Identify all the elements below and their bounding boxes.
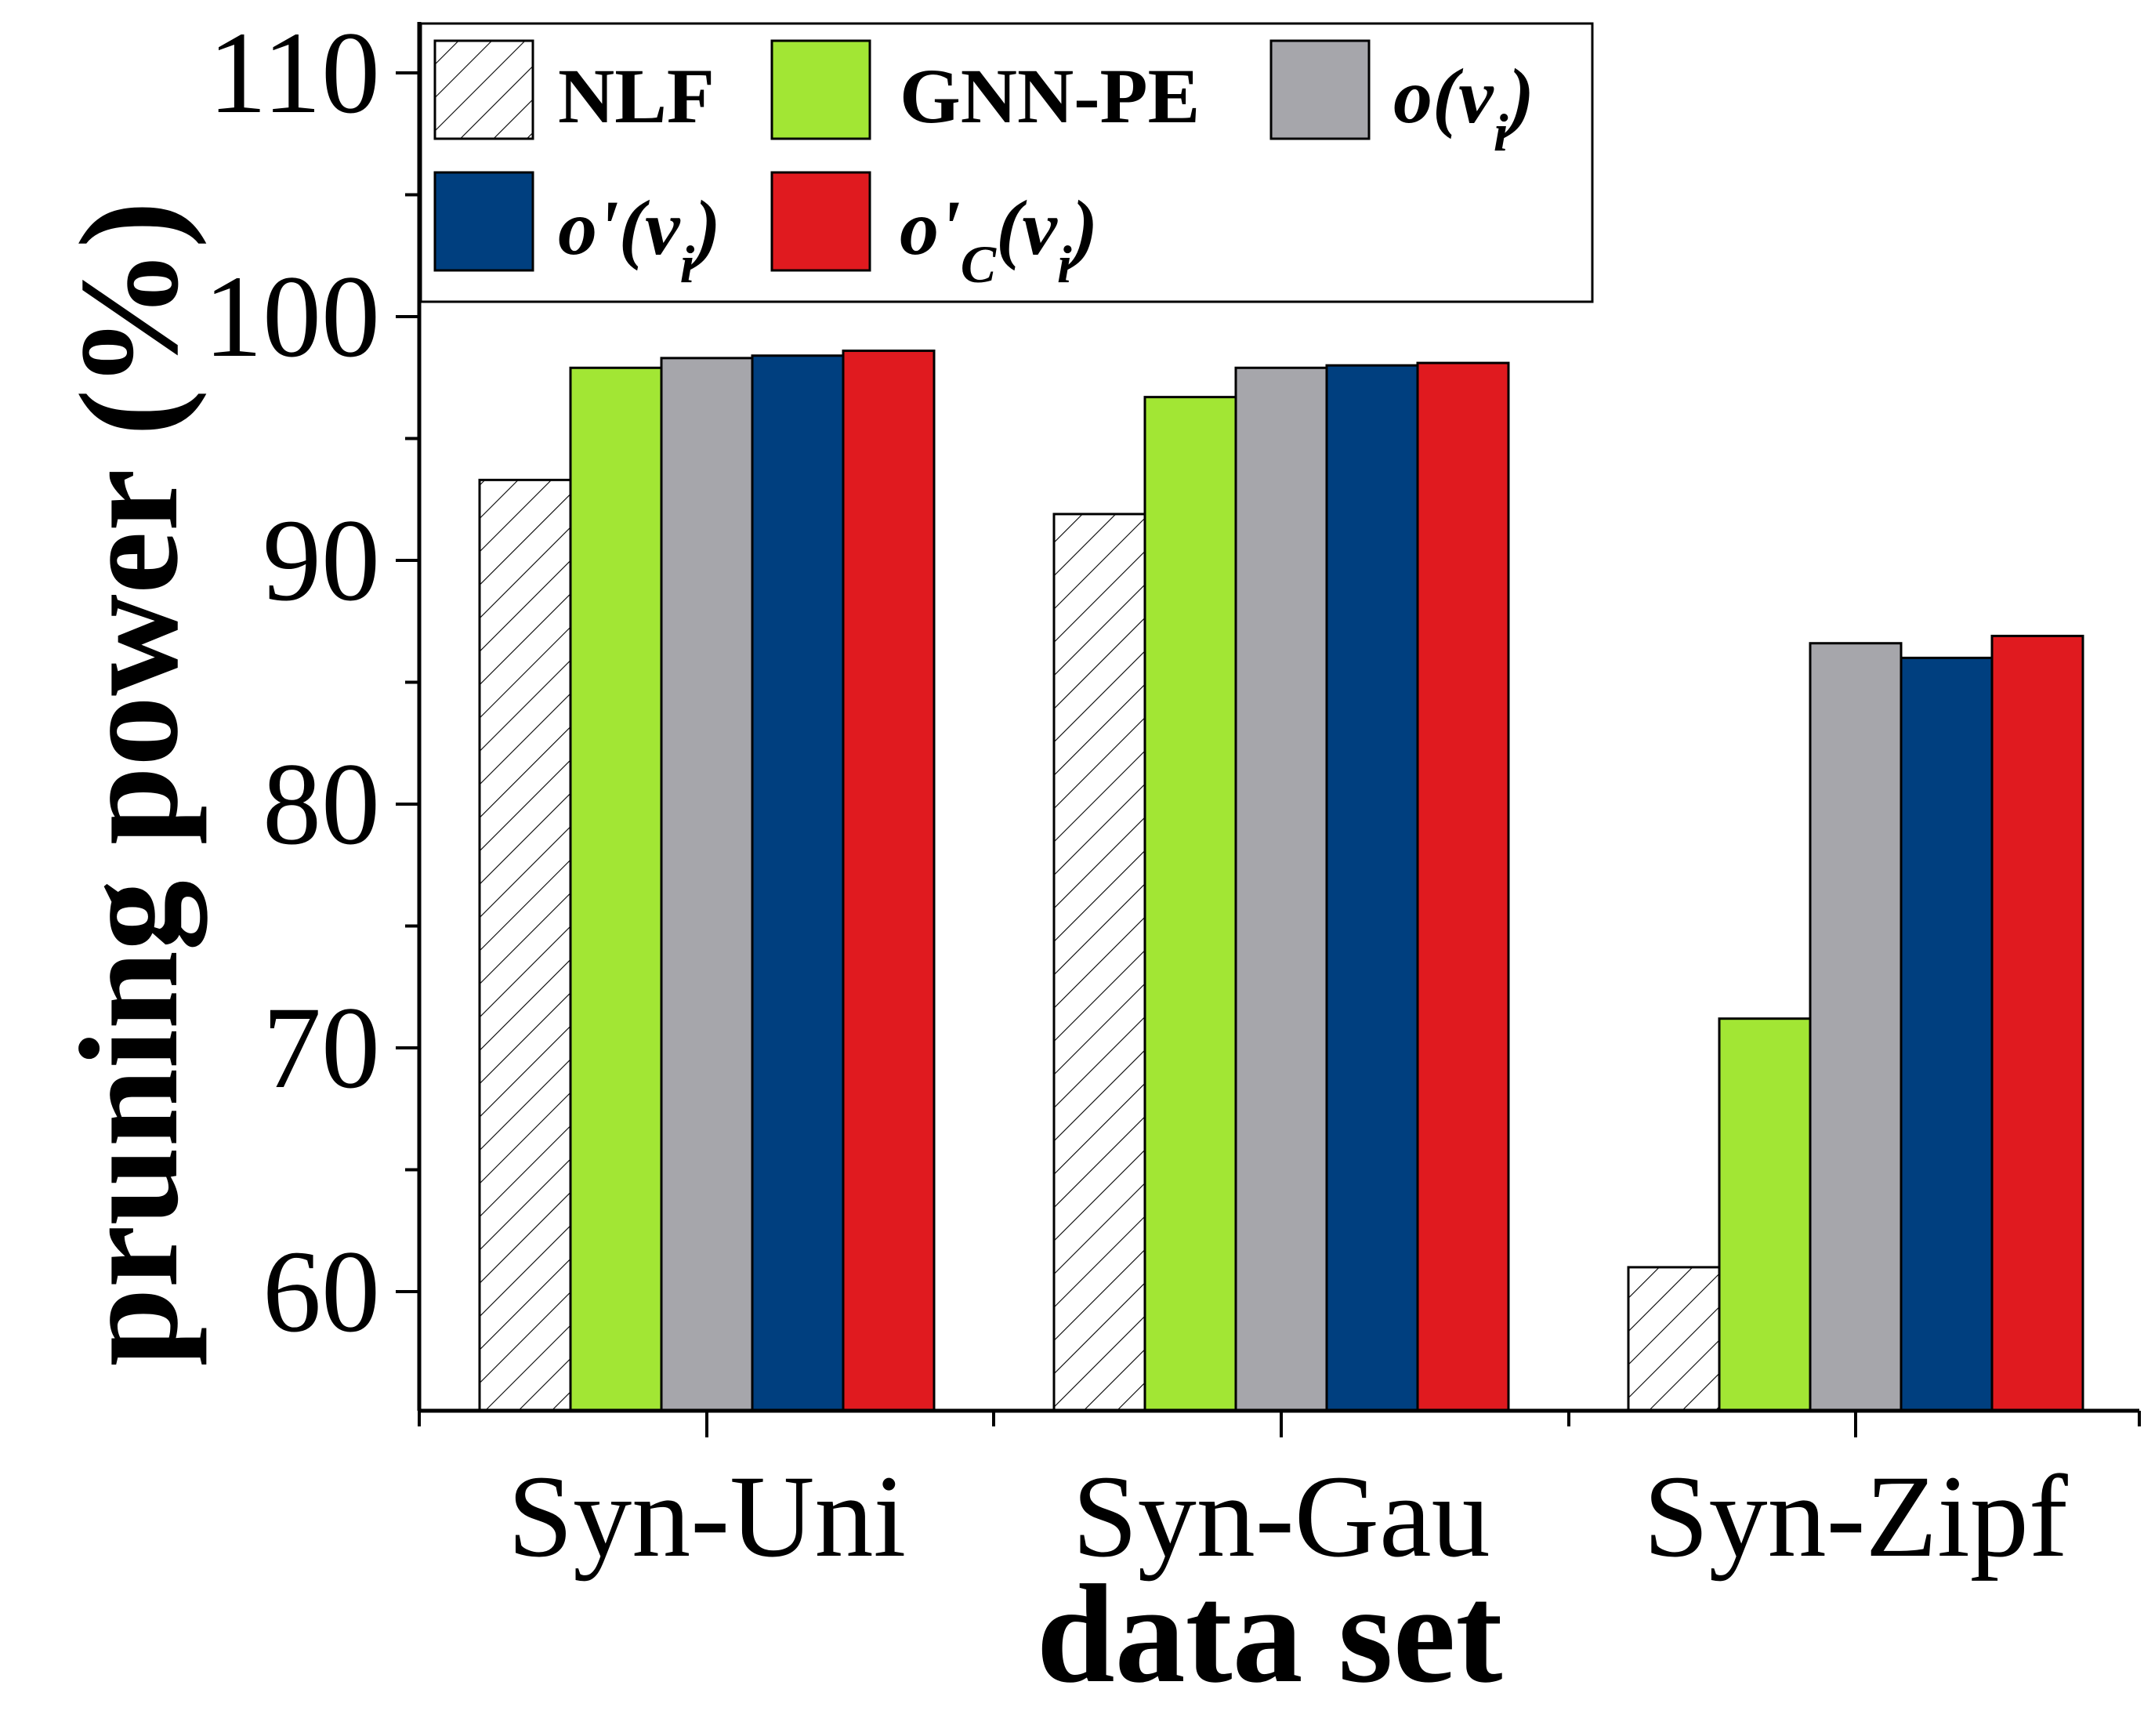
- legend-box: [419, 22, 1594, 303]
- y-tick-label: 60: [263, 1227, 380, 1357]
- legend-label: o'C(vi): [900, 184, 1098, 294]
- x-tick-label: Syn-Zipf: [1643, 1451, 2068, 1582]
- bar-ovi-syn-gau: [1325, 364, 1419, 1412]
- legend-label: GNN-PE: [900, 53, 1200, 140]
- bar-group: [478, 350, 2084, 1412]
- bar-ovi-syn-zipf: [1900, 656, 1994, 1412]
- y-tick-label: 80: [263, 739, 380, 869]
- y-tick-label: 70: [263, 983, 380, 1113]
- y-axis-title: pruning power (%): [51, 201, 208, 1367]
- x-axis-title: data set: [1037, 1556, 1503, 1712]
- bar-ocvi-syn-zipf: [1990, 634, 2084, 1412]
- legend-swatch: [770, 39, 871, 140]
- y-ticks: 60 70 80 90 100 110: [204, 8, 419, 1357]
- bar-gnnpe-syn-gau: [1143, 396, 1237, 1412]
- bar-ocvi-syn-uni: [842, 350, 936, 1412]
- x-categories: Syn-Uni Syn-Gau Syn-Zipf: [418, 1411, 2141, 1582]
- legend: NLF GNN-PE o(vi)o'(vi) o'C(vi): [419, 22, 1594, 303]
- y-tick-label: 90: [263, 495, 380, 625]
- bar-gnnpe-syn-uni: [569, 366, 663, 1412]
- bar-ovi-syn-gau: [1234, 366, 1328, 1412]
- y-tick-label: 110: [208, 8, 380, 138]
- y-tick-label: 100: [204, 252, 380, 382]
- bar-ovi-syn-uni: [660, 357, 754, 1412]
- x-tick-label: Syn-Gau: [1072, 1451, 1490, 1582]
- legend-swatch: [1269, 39, 1371, 140]
- legend-label: o'(vi): [558, 184, 721, 294]
- legend-swatch: [770, 171, 871, 272]
- bar-nlf-syn-uni: [478, 478, 572, 1412]
- legend-label: NLF: [558, 53, 715, 140]
- x-tick-label: Syn-Uni: [508, 1451, 906, 1582]
- bar-nlf-syn-zipf: [1627, 1266, 1721, 1412]
- bar-gnnpe-syn-zipf: [1718, 1017, 1812, 1412]
- bar-ocvi-syn-gau: [1416, 361, 1510, 1412]
- bar-nlf-syn-gau: [1052, 513, 1146, 1412]
- bar-ovi-syn-zipf: [1809, 642, 1903, 1412]
- legend-swatch: [433, 39, 534, 140]
- bar-ovi-syn-uni: [751, 354, 845, 1412]
- legend-swatch: [433, 171, 534, 272]
